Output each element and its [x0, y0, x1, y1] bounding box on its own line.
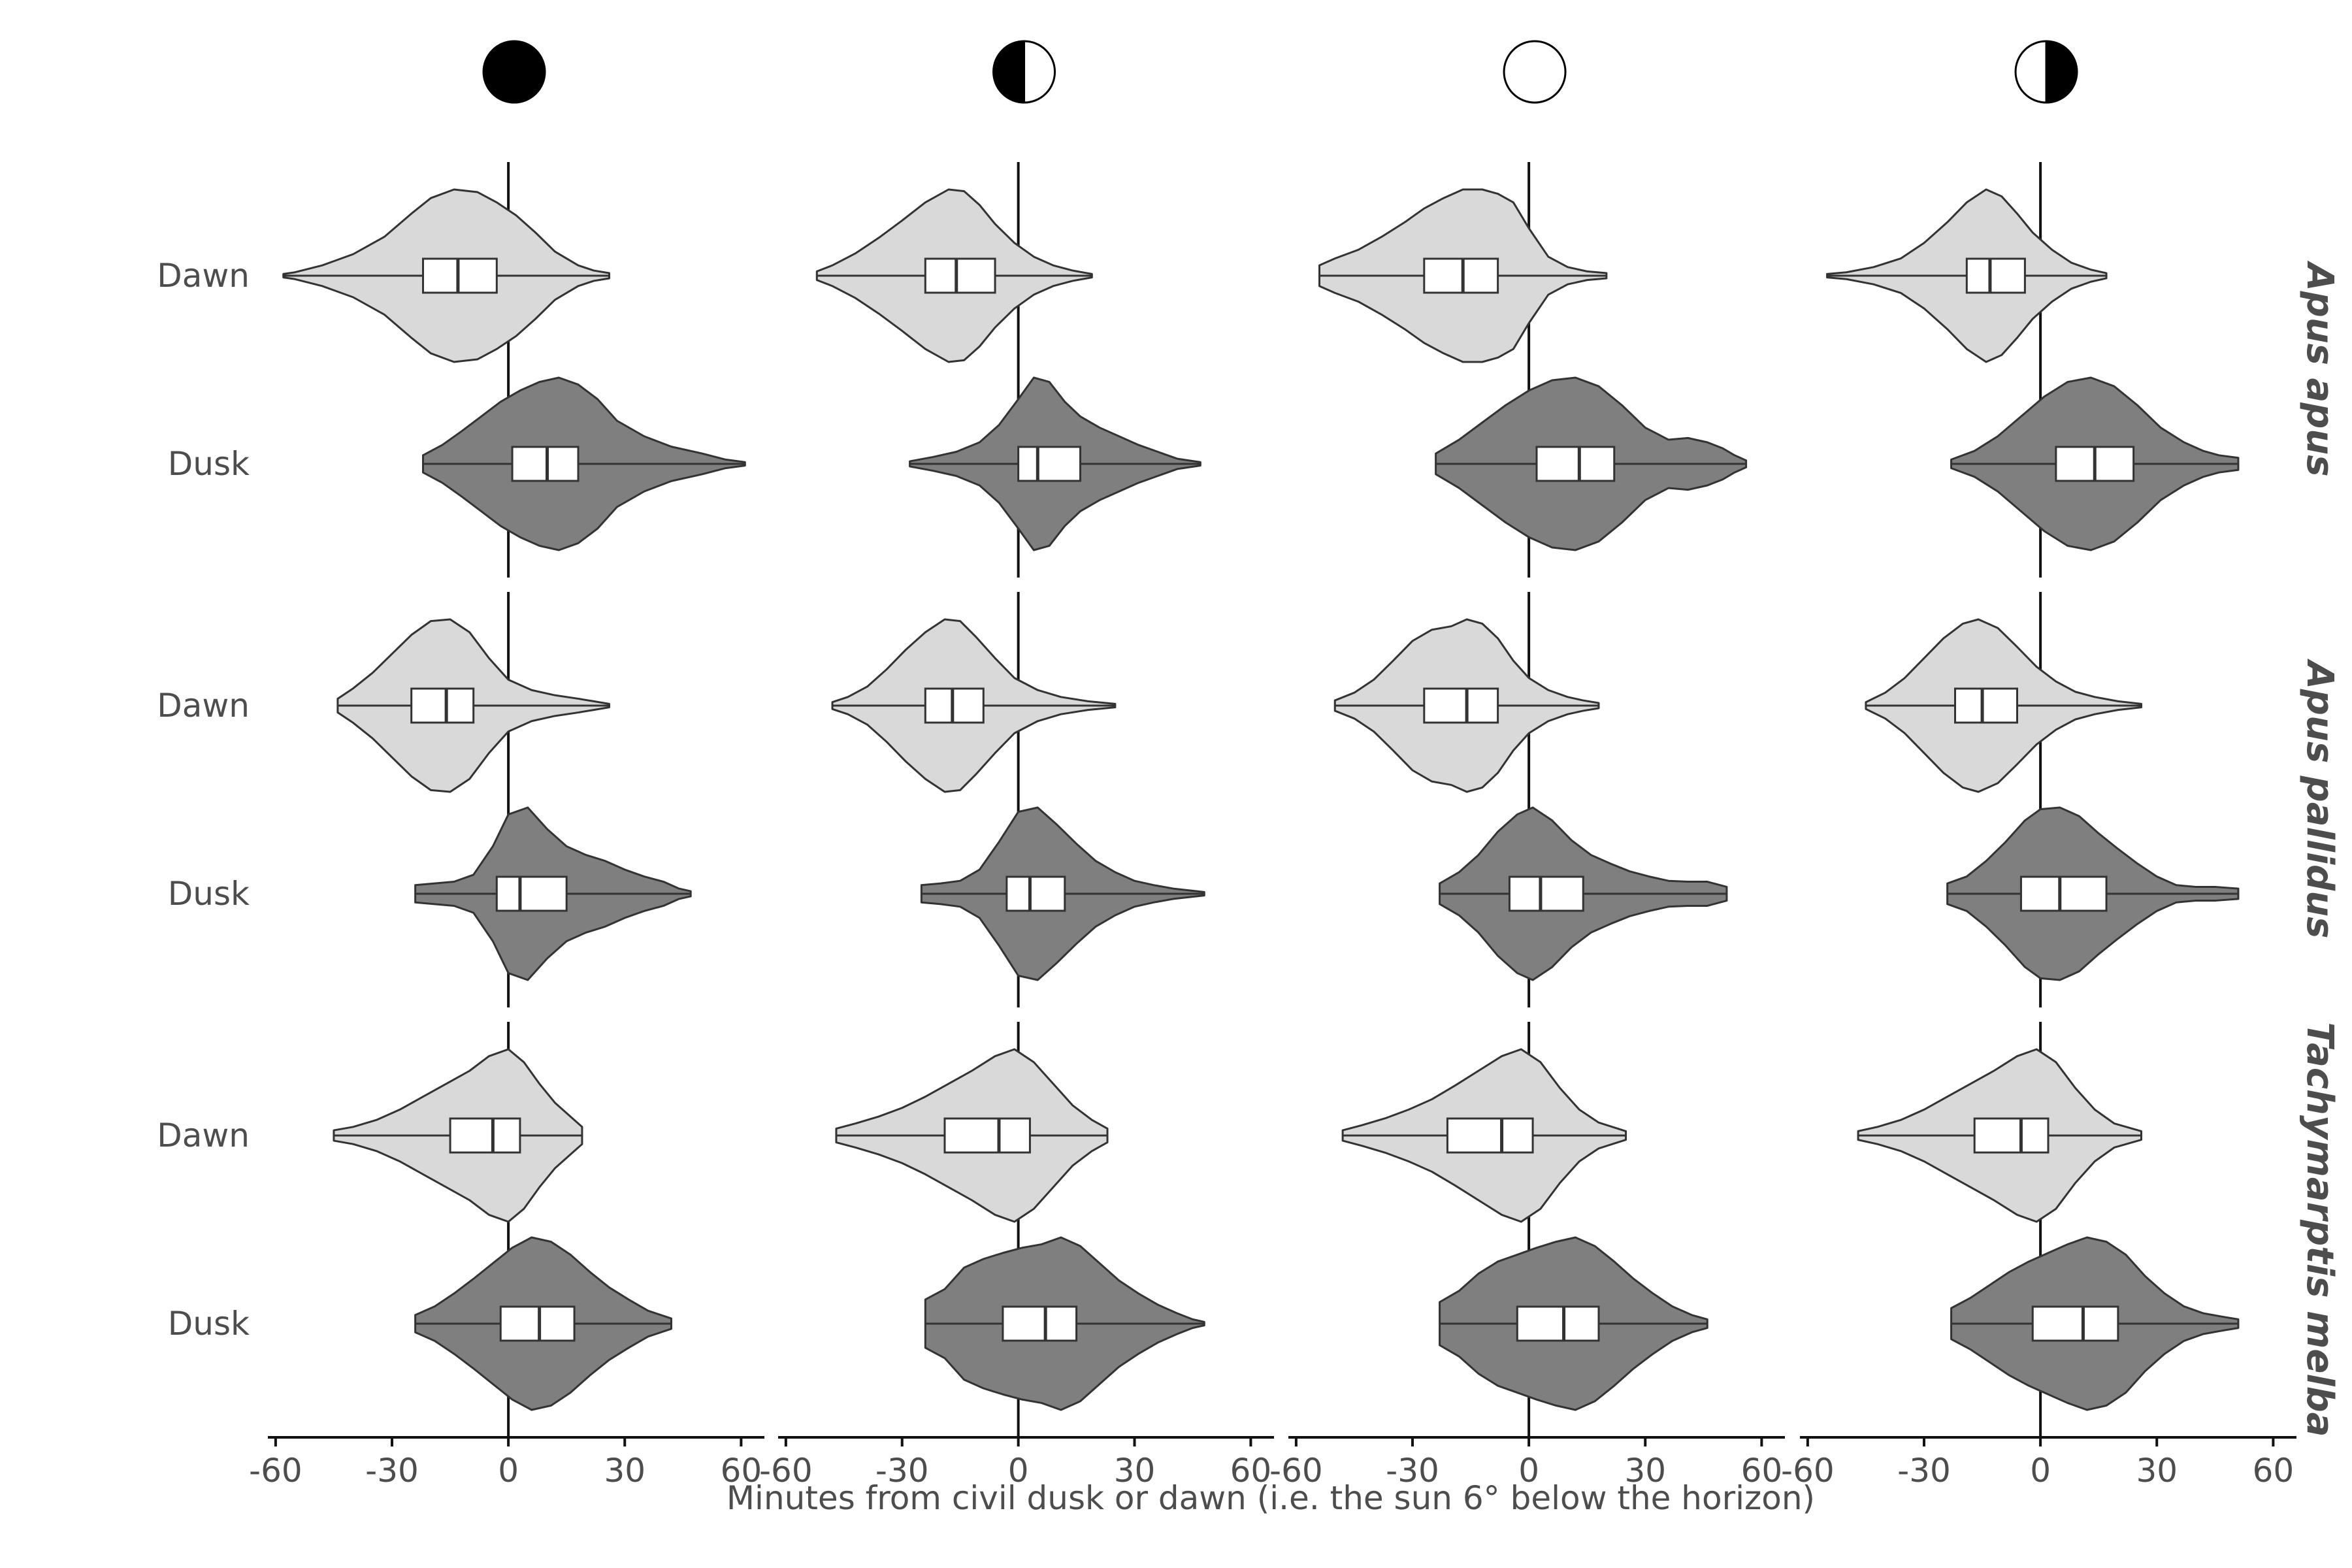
violin-dusk — [422, 376, 746, 551]
moon-shadow — [993, 41, 1024, 103]
box-iqr — [924, 257, 996, 294]
box-iqr — [1516, 1305, 1600, 1342]
violin-dawn — [831, 618, 1117, 793]
x-tick-label: 30 — [1114, 1452, 1156, 1490]
violin-dawn — [1857, 1048, 2142, 1223]
box-iqr — [1423, 687, 1499, 724]
x-tick-label: 0 — [2030, 1452, 2051, 1490]
box-iqr — [2019, 875, 2108, 912]
x-tick-label: -30 — [1897, 1452, 1951, 1490]
box-iqr — [495, 875, 568, 912]
violin-dawn — [336, 618, 610, 793]
box-iqr — [1535, 446, 1616, 482]
x-tick-label: -30 — [365, 1452, 419, 1490]
box-iqr — [410, 687, 475, 724]
x-tick-label: -60 — [249, 1452, 302, 1490]
violin-dawn — [1341, 1048, 1627, 1223]
violin-dusk — [1950, 1236, 2240, 1411]
x-tick-label: -30 — [875, 1452, 929, 1490]
x-tick-label: -60 — [1269, 1452, 1323, 1490]
violin-dusk — [1439, 1236, 1708, 1411]
box-iqr — [449, 1117, 521, 1154]
violin-dawn — [1333, 618, 1600, 793]
box-iqr — [1423, 257, 1499, 294]
x-tick-label: -60 — [759, 1452, 813, 1490]
box-iqr — [1973, 1117, 2050, 1154]
violin-dusk — [920, 806, 1205, 981]
x-tick-label: -60 — [1781, 1452, 1835, 1490]
x-axis-label: Minutes from civil dusk or dawn (i.e. th… — [727, 1479, 1815, 1517]
violin-dawn — [1318, 188, 1608, 363]
box-iqr — [1508, 875, 1584, 912]
moon-disc — [1503, 40, 1567, 104]
box-iqr — [1954, 687, 2018, 724]
violin-dusk — [1950, 376, 2240, 551]
box-iqr — [924, 687, 985, 724]
x-tick-label: -30 — [1386, 1452, 1439, 1490]
x-tick-label: 60 — [1230, 1452, 1272, 1490]
violin-dusk — [909, 376, 1201, 551]
violin-dusk — [1439, 806, 1728, 981]
full-moon-icon — [1503, 40, 1567, 104]
x-tick-label: 60 — [2253, 1452, 2295, 1490]
violin-dawn — [815, 188, 1093, 363]
box-iqr — [1446, 1117, 1534, 1154]
violin-dusk — [1946, 806, 2240, 981]
violin-dawn — [282, 188, 610, 363]
x-tick-label: 0 — [1518, 1452, 1539, 1490]
violin-dusk — [414, 1236, 672, 1411]
moon-disc — [482, 40, 546, 104]
x-tick-label: 60 — [1741, 1452, 1783, 1490]
first-quarter-icon — [992, 40, 1056, 104]
x-tick-label: 0 — [1008, 1452, 1029, 1490]
box-iqr — [499, 1305, 576, 1342]
box-iqr — [2031, 1305, 2119, 1342]
new-moon-icon — [482, 40, 546, 104]
violin-dusk — [414, 806, 692, 981]
x-tick-label: 60 — [721, 1452, 762, 1490]
box-iqr — [511, 446, 580, 482]
x-tick-label: 30 — [2136, 1452, 2178, 1490]
box-iqr — [943, 1117, 1031, 1154]
category-label-dusk: Dusk — [168, 1305, 250, 1343]
x-tick-label: 0 — [498, 1452, 519, 1490]
last-quarter-icon — [2014, 40, 2078, 104]
category-label-dawn: Dawn — [157, 1117, 250, 1154]
x-tick-label: 30 — [1624, 1452, 1666, 1490]
box-iqr — [1965, 257, 2026, 294]
moon-shadow — [2046, 41, 2078, 103]
box-iqr — [422, 257, 498, 294]
category-label-dawn: Dawn — [157, 257, 250, 295]
category-label-dusk: Dusk — [168, 875, 250, 913]
violin-dusk — [1435, 376, 1748, 551]
violin-dusk — [924, 1236, 1205, 1411]
species-strip-label: Tachymarptis melba — [2298, 1022, 2341, 1437]
violin-dawn — [1865, 618, 2142, 793]
category-label-dusk: Dusk — [168, 445, 250, 483]
category-label-dawn: Dawn — [157, 687, 250, 725]
x-tick-label: 30 — [604, 1452, 645, 1490]
violin-dawn — [835, 1048, 1109, 1223]
violin-dawn — [333, 1048, 583, 1223]
box-iqr — [1002, 1305, 1078, 1342]
violin-dawn — [1826, 188, 2108, 363]
species-strip-label: Apus apus — [2298, 260, 2341, 476]
box-iqr — [1017, 446, 1082, 482]
box-iqr — [1005, 875, 1066, 912]
species-strip-label: Apus pallidus — [2298, 659, 2341, 939]
